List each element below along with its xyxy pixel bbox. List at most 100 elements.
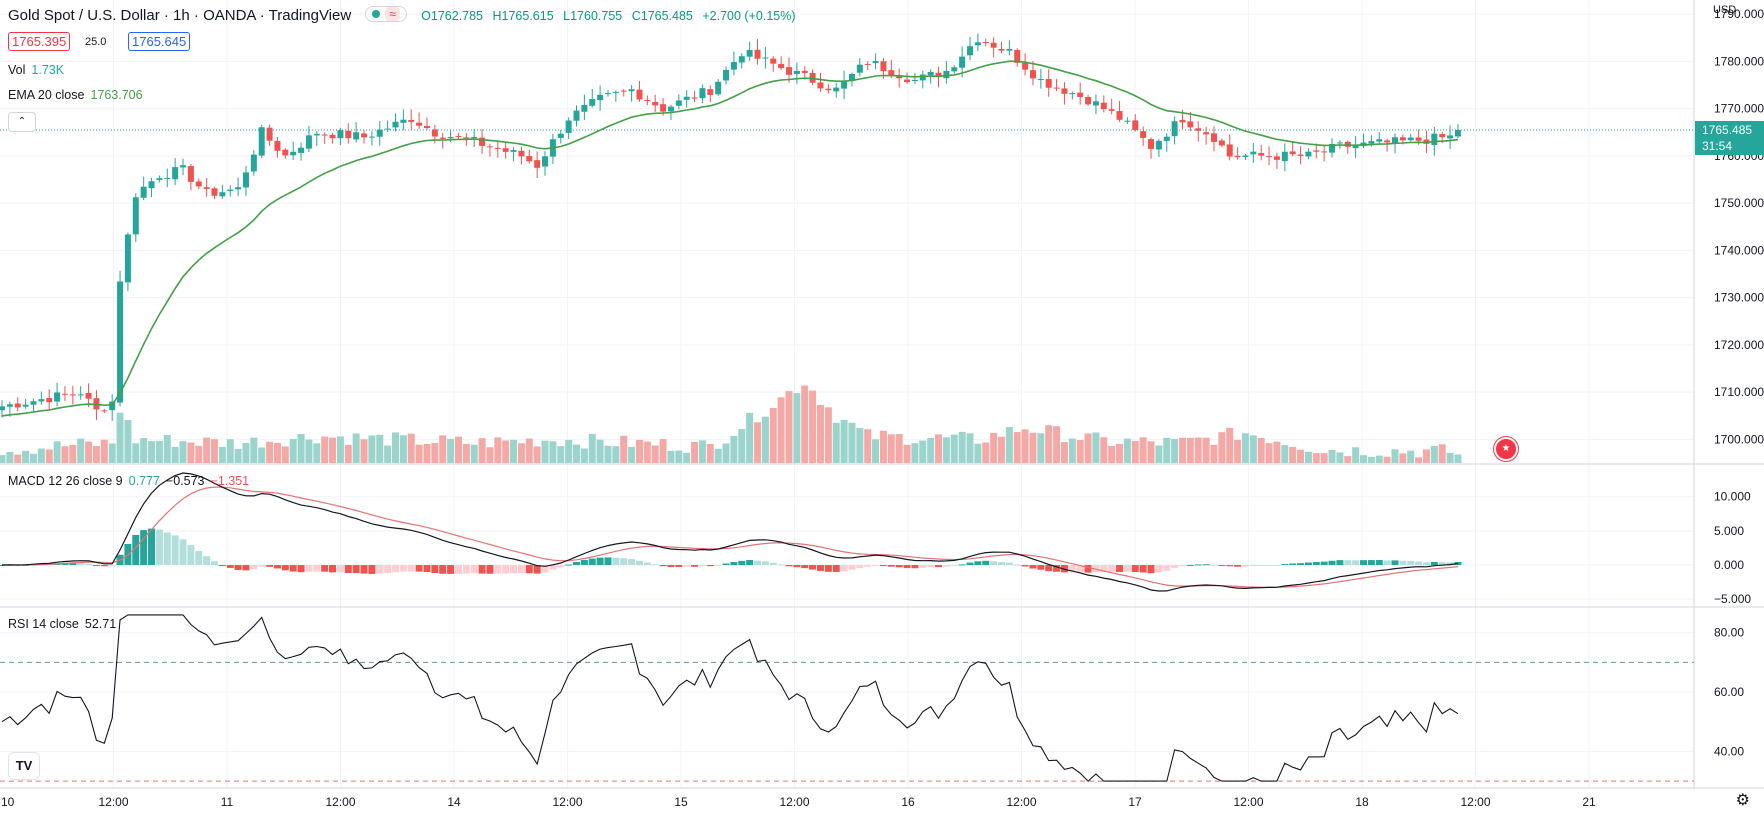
macd-hist-bar	[407, 565, 415, 572]
volume-bar	[1352, 447, 1360, 463]
volume-bar	[683, 452, 691, 463]
candle-body	[557, 133, 564, 138]
candle-body	[361, 133, 368, 138]
volume-bar	[714, 448, 722, 463]
ohlc-values: O1762.785 H1765.615 L1760.755 C1765.485 …	[421, 9, 801, 23]
volume-bar	[525, 438, 533, 463]
macd-hist-bar	[108, 565, 116, 567]
candle-body	[667, 106, 674, 112]
volume-bar	[879, 430, 887, 463]
volume-bar	[1171, 438, 1179, 463]
candle-body	[1061, 88, 1068, 94]
candle-body	[250, 154, 257, 172]
macd-hist-bar	[942, 565, 950, 567]
chevron-up-icon[interactable]: ⌃	[8, 112, 36, 132]
currency-label[interactable]: USD	[1713, 4, 1737, 16]
tv-logo-icon[interactable]: TV	[8, 752, 40, 780]
candle-body	[1014, 49, 1021, 63]
macd-hist-bar	[966, 562, 974, 566]
candle-body	[510, 150, 517, 152]
x-tick-label: 15	[674, 795, 688, 809]
candle-body	[353, 132, 360, 140]
macd-hist-bar	[1186, 564, 1194, 566]
volume-bar	[919, 440, 927, 463]
macd-hist-bar	[92, 565, 100, 567]
candle-body	[762, 57, 769, 59]
macd-hist-bar	[698, 565, 706, 567]
volume-bar	[407, 433, 415, 463]
volume-bar	[1399, 453, 1407, 463]
macd-hist-bar	[746, 559, 754, 566]
macd-hist-bar	[502, 565, 510, 574]
macd-hist-bar	[321, 565, 329, 572]
candle-body	[1203, 132, 1210, 135]
macd-hist-bar	[927, 565, 935, 568]
volume-legend[interactable]: Vol 1.73K	[8, 63, 64, 77]
market-status-pill[interactable]: ≈	[365, 6, 407, 22]
volume-bar	[289, 438, 297, 463]
candle-body	[30, 401, 37, 405]
volume-bar	[92, 445, 100, 463]
macd-hist-bar	[761, 561, 769, 566]
macd-legend[interactable]: MACD 12 26 close 9 0.777 −0.573 −1.351	[8, 474, 249, 488]
volume-bar	[187, 442, 195, 463]
x-tick-label: 21	[1582, 795, 1596, 809]
rsi-legend[interactable]: RSI 14 close 52.71	[8, 617, 116, 631]
symbol-title[interactable]: Gold Spot / U.S. Dollar · 1h · OANDA · T…	[8, 7, 352, 24]
candle-body	[1179, 119, 1186, 123]
volume-bar	[746, 412, 754, 463]
volume-bar	[69, 444, 77, 463]
candle-body	[1053, 87, 1060, 89]
us-flag-icon[interactable]: ★	[1494, 437, 1518, 461]
volume-bar	[242, 442, 250, 463]
macd-hist-bar	[557, 565, 565, 568]
macd-hist-bar	[1328, 560, 1336, 566]
volume-bar	[911, 443, 919, 463]
ema-legend[interactable]: EMA 20 close 1763.706	[8, 88, 143, 102]
macd-tick-label: −5.000	[1714, 592, 1751, 606]
macd-hist-bar	[289, 565, 297, 572]
volume-bar	[1446, 452, 1454, 463]
candle-body	[486, 146, 493, 148]
macd-hist-bar	[754, 560, 762, 566]
macd-hist-bar	[1045, 565, 1053, 572]
candle-body	[431, 129, 438, 137]
candle-body	[1171, 121, 1178, 137]
volume-bar	[77, 438, 85, 463]
macd-hist-bar	[895, 565, 903, 568]
y-tick-label: 1770.000	[1714, 102, 1764, 116]
macd-hist-bar	[1068, 565, 1076, 573]
volume-bar	[659, 439, 667, 463]
macd-hist-bar	[785, 565, 793, 567]
volume-bar	[179, 441, 187, 463]
rsi-legend-value: 52.71	[84, 617, 117, 631]
buy-button[interactable]: 1765.645	[128, 32, 191, 51]
volume-bar	[155, 440, 163, 463]
candle-body	[1069, 93, 1076, 95]
volume-bar	[1320, 453, 1328, 463]
candle-body	[494, 147, 501, 149]
macd-hist-bar	[517, 565, 525, 574]
macd-signal-line	[2, 486, 1459, 588]
candle-body	[1368, 141, 1375, 144]
volume-bar	[604, 445, 612, 463]
candle-body	[864, 63, 871, 65]
macd-hist-bar	[1179, 565, 1186, 567]
volume-bar	[163, 434, 171, 463]
volume-bar	[273, 442, 281, 463]
market-open-icon	[372, 10, 381, 18]
macd-hist-bar	[1123, 565, 1131, 572]
macd-hist-bar	[1013, 564, 1021, 566]
candle-body	[967, 46, 974, 56]
sell-button[interactable]: 1765.395	[8, 32, 71, 51]
volume-bar	[777, 397, 785, 463]
volume-bar	[1249, 435, 1257, 463]
volume-bar	[1391, 449, 1399, 463]
candle-body	[298, 147, 305, 153]
gear-icon[interactable]: ⚙	[1735, 792, 1750, 809]
candle-body	[1187, 121, 1194, 128]
volume-bar	[903, 444, 911, 463]
macd-hist-bar	[990, 561, 998, 566]
volume-bar	[1202, 437, 1210, 463]
